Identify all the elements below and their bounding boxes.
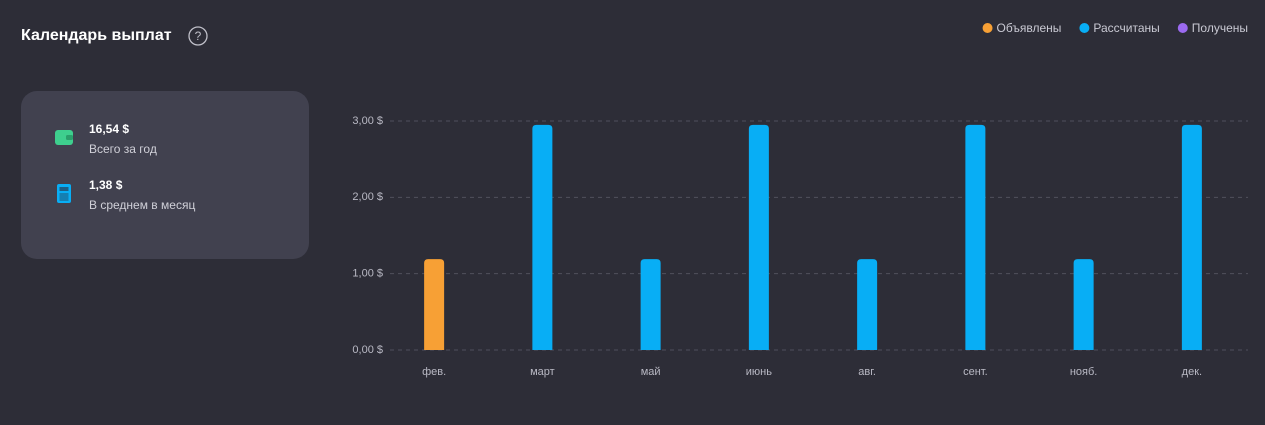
page-title: Календарь выплат bbox=[21, 27, 172, 44]
bar bbox=[1073, 259, 1094, 350]
summary-label: В среднем в месяц bbox=[89, 198, 195, 212]
calculator-icon bbox=[57, 184, 71, 203]
y-tick-label: 3,00 $ bbox=[352, 115, 383, 127]
legend-marker[interactable] bbox=[982, 23, 993, 33]
x-tick-label: сент. bbox=[963, 366, 988, 378]
legend-label[interactable]: Объявлены bbox=[997, 21, 1062, 35]
legend-marker[interactable] bbox=[1177, 23, 1188, 33]
svg-text:?: ? bbox=[195, 29, 202, 43]
x-tick-label: июнь bbox=[746, 366, 772, 378]
bar bbox=[1181, 124, 1202, 350]
summary-value: 1,38 $ bbox=[89, 178, 123, 192]
bar bbox=[424, 259, 445, 350]
x-tick-label: нояб. bbox=[1070, 366, 1098, 378]
wallet-icon bbox=[55, 130, 73, 145]
x-tick-label: фев. bbox=[422, 366, 446, 378]
y-tick-label: 0,00 $ bbox=[352, 344, 383, 356]
bar bbox=[532, 124, 553, 350]
summary-card bbox=[21, 91, 309, 259]
help-icon[interactable]: ? bbox=[188, 26, 208, 46]
x-tick-label: дек. bbox=[1182, 366, 1202, 378]
chart: 0,00 $ 1,00 $ 2,00 $ 3,00 $ фев. март май июнь а… bbox=[352, 21, 1248, 378]
y-tick-label: 2,00 $ bbox=[352, 191, 383, 203]
y-tick-label: 1,00 $ bbox=[352, 268, 383, 280]
legend-label[interactable]: Получены bbox=[1192, 21, 1248, 35]
x-tick-label: май bbox=[641, 366, 661, 378]
summary-value: 16,54 $ bbox=[89, 122, 129, 136]
summary-label: Всего за год bbox=[89, 142, 157, 156]
legend-marker[interactable] bbox=[1079, 23, 1090, 33]
x-tick-label: авг. bbox=[858, 366, 876, 378]
legend-label[interactable]: Рассчитаны bbox=[1093, 21, 1159, 35]
bar bbox=[748, 124, 769, 350]
bar bbox=[857, 259, 878, 350]
bar bbox=[965, 124, 986, 350]
x-tick-label: март bbox=[530, 366, 555, 378]
bar bbox=[640, 259, 661, 350]
